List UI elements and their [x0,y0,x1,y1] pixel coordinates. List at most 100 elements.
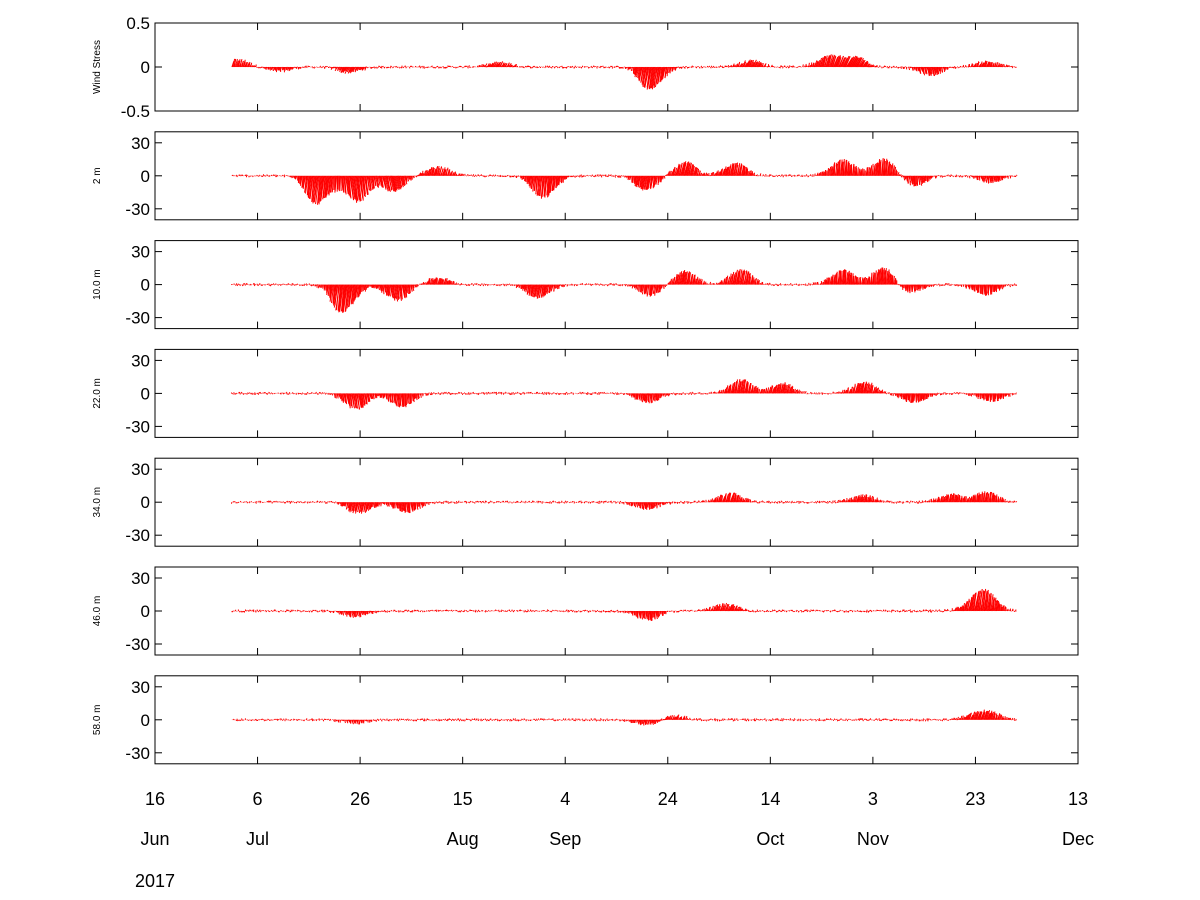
stick-vector [793,388,796,394]
stick-vector [753,61,758,68]
stick-vector [680,273,683,285]
stick-vector [680,66,683,69]
stick-vector [729,385,732,394]
stick-vector [904,393,906,400]
stick-vector [448,392,451,394]
stick-vector [948,493,952,503]
stick-vector [784,283,787,285]
stick-vector [640,175,644,190]
stick-vector [861,494,864,503]
stick-vector [772,175,775,178]
stick-vector [330,175,334,193]
stick-vector [679,271,683,285]
stick-vector [293,392,295,395]
stick-vector [604,174,606,177]
stick-vector [349,66,354,74]
stick-vector [880,267,884,285]
stick-vector [430,166,434,176]
stick-vector [688,272,691,285]
stick-vector [346,284,351,309]
stick-vector [376,175,380,188]
stick-vector [455,282,458,285]
stick-vector [325,175,329,198]
stick-vector [661,66,665,81]
stick-vector [982,175,985,183]
stick-vector [363,175,366,195]
stick-vector [818,57,823,68]
stick-vector [944,284,946,286]
stick-vector [633,66,636,75]
stick-vector [509,175,511,178]
stick-vector [790,501,792,504]
stick-vector [727,166,730,176]
stick-vector [642,393,645,402]
stick-vector [241,174,244,177]
stick-vector [537,175,541,196]
stick-vector [1014,66,1017,68]
stick-vector [504,283,506,285]
stick-vector [498,175,500,177]
stick-vector [553,284,556,292]
stick-vector [762,62,764,68]
stick-vector [855,495,858,503]
stick-vector [369,502,373,510]
stick-vector [948,66,951,69]
stick-vector [338,284,343,313]
stick-vector [235,174,238,177]
stick-vector [265,393,268,395]
stick-vector [1000,175,1003,181]
stick-vector [367,502,371,511]
stick-vector [849,55,857,68]
stick-vector [1000,284,1003,288]
stick-vector [394,284,399,302]
stick-vector [271,174,273,177]
stick-vector [367,175,370,191]
stick-vector [685,163,690,176]
stick-vector [845,389,848,394]
stick-vector [286,393,288,395]
stick-vector [395,284,400,300]
stick-vector [567,175,570,178]
stick-vector [530,284,533,295]
stick-vector [727,492,731,503]
stick-vector [628,66,631,70]
stick-vector [404,284,408,296]
y-tick-label: 30 [131,351,150,370]
stick-vector [991,284,994,293]
stick-vector [743,61,747,68]
stick-vector [671,278,674,285]
y-tick-label: 30 [131,460,150,479]
stick-vector [571,283,573,285]
stick-vector [998,63,1001,68]
stick-vector [276,66,279,71]
stick-series [231,54,1017,90]
stick-vector [958,495,961,503]
stick-vector [322,609,324,612]
stick-vector [840,391,842,394]
stick-vector [961,175,964,178]
stick-vector [689,164,694,176]
stick-vector [718,389,721,394]
stick-vector [422,393,424,397]
stick-vector [518,284,521,289]
stick-vector [500,393,503,395]
stick-vector [318,175,323,205]
stick-vector [431,167,435,176]
stick-vector [834,501,837,504]
stick-vector [753,386,756,394]
stick-vector [622,66,624,69]
stick-vector [385,502,388,506]
stick-vector [941,175,944,178]
stick-vector [633,66,635,73]
stick-vector [886,269,890,285]
stick-vector [495,63,499,68]
stick-vector [259,500,262,503]
stick-vector [361,284,364,293]
stick-vector [246,62,250,68]
stick-vector [394,609,396,612]
stick-vector [644,66,650,88]
stick-vector [546,175,549,196]
stick-vector [992,492,995,503]
stick-vector [375,175,379,188]
stick-vector [692,166,697,176]
